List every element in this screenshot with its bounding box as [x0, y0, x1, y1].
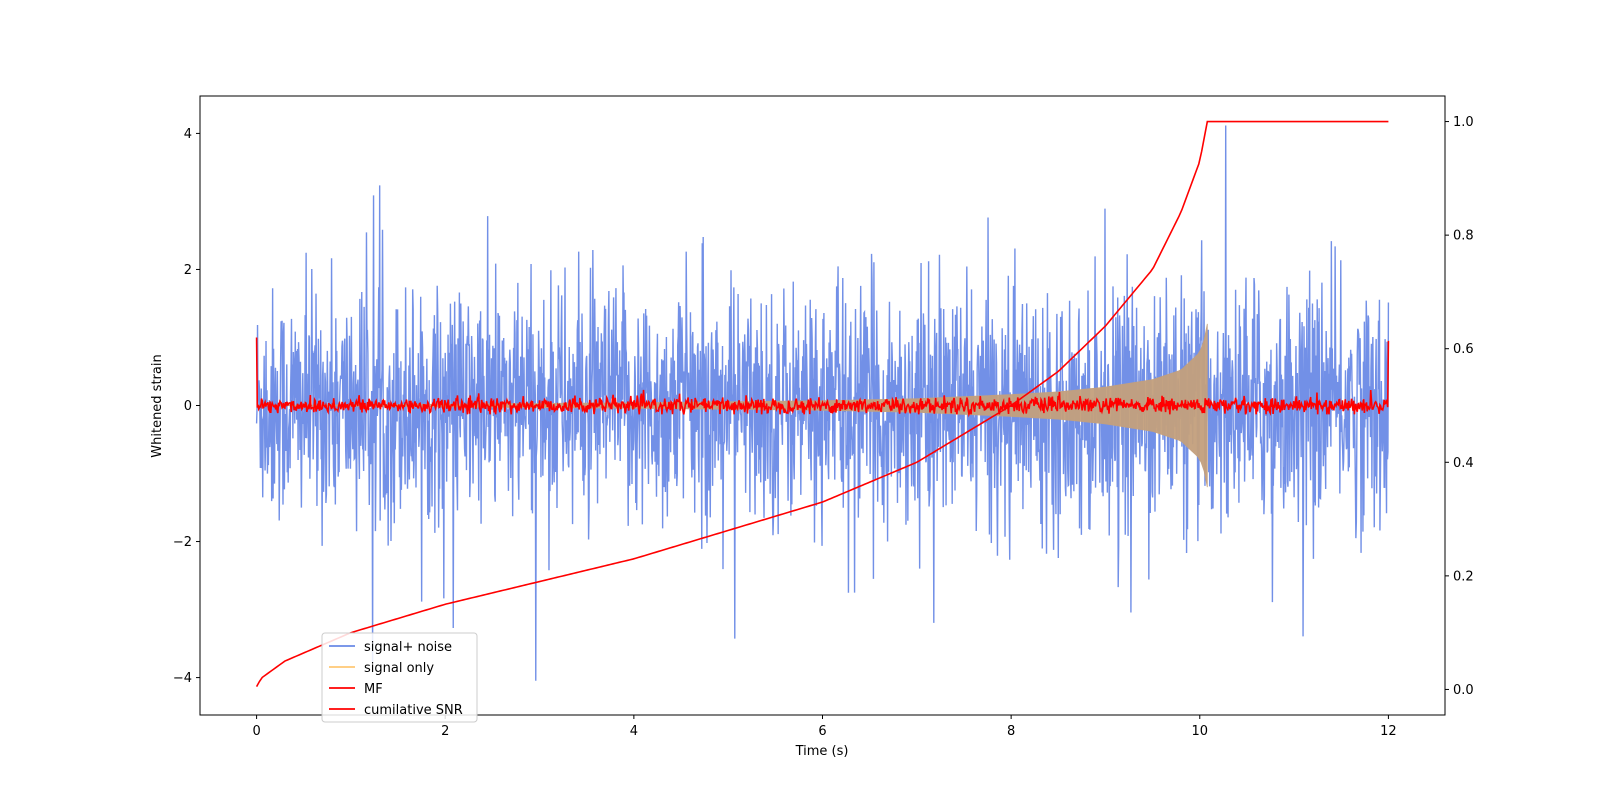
y2-tick-label: 0.6	[1453, 342, 1474, 357]
series-cumulative-snr-line	[255, 120, 1389, 687]
legend-label: cumilative SNR	[364, 703, 463, 718]
y-tick-label: 0	[184, 399, 192, 414]
x-tick-label: 8	[1007, 724, 1015, 739]
y-axis-right: 0.0 0.2 0.4 0.6 0.8 1.0	[1445, 115, 1474, 698]
y2-tick-label: 0.2	[1453, 569, 1474, 584]
x-tick-label: 2	[441, 724, 449, 739]
y-axis-label: Whitened strain	[150, 354, 165, 457]
x-tick-label: 10	[1191, 724, 1208, 739]
y-tick-label: −4	[173, 671, 192, 686]
plot-area	[255, 120, 1390, 687]
legend-box	[321, 632, 478, 723]
x-tick-label: 0	[252, 724, 260, 739]
legend-label: signal only	[364, 661, 434, 676]
x-tick-label: 12	[1380, 724, 1397, 739]
series-mf-line	[255, 337, 1390, 418]
y-tick-label: 2	[184, 263, 192, 278]
legend-label: signal+ noise	[364, 640, 452, 655]
y-tick-label: −2	[173, 535, 192, 550]
y2-tick-label: 0.8	[1453, 229, 1474, 244]
x-axis: 0 2 4 6 8 10 12	[252, 715, 1397, 739]
y-axis-left: −4 −2 0 2 4	[173, 127, 200, 686]
x-axis-label: Time (s)	[795, 744, 849, 759]
y-tick-label: 4	[184, 127, 192, 142]
y2-tick-label: 1.0	[1453, 115, 1474, 130]
x-tick-label: 6	[818, 724, 826, 739]
legend-label: MF	[364, 682, 383, 697]
y2-tick-label: 0.4	[1453, 456, 1474, 471]
legend: signal+ noise signal only MF cumilative SNR	[321, 632, 478, 723]
x-tick-label: 4	[630, 724, 638, 739]
y2-tick-label: 0.0	[1453, 683, 1474, 698]
